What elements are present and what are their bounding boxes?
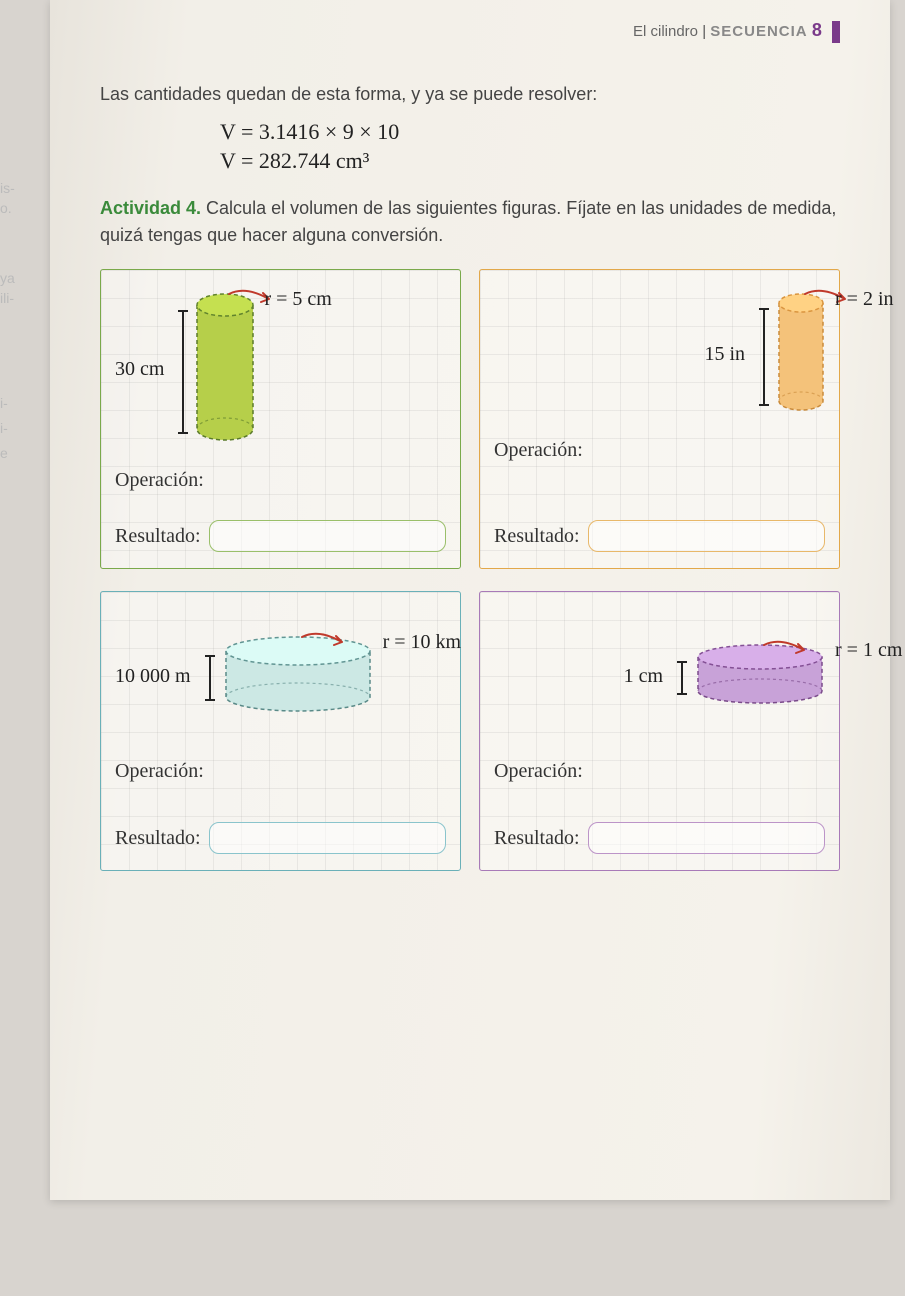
height-bracket-icon [209,655,211,701]
operacion-row: Operación: [115,469,446,492]
radius-label: r = 1 cm [835,639,902,662]
height-dimension: 30 cm [115,358,164,381]
height-dimension: 15 in [704,343,745,366]
page: El cilindro | SECUENCIA 8 Las cantidades… [50,0,890,1200]
edge-text: i- [0,420,8,436]
resultado-label: Resultado: [115,525,201,548]
height-bar-wrap [209,651,211,701]
figure-area: 10 000 m r = 10 km [115,604,446,754]
header-separator: | [702,23,706,40]
figure-area: 30 cm r = 5 cm [115,282,446,463]
resultado-blank[interactable] [209,520,446,552]
activity-text: Calcula el volumen de las siguientes fig… [100,198,836,245]
height-label: 1 cm [624,665,663,688]
height-label: 10 000 m [115,665,191,688]
radius-arrow [760,635,810,662]
activity-label: Actividad 4. [100,198,201,218]
height-bar-wrap [182,306,184,434]
height-label: 15 in [704,343,745,366]
panel-row-2: 10 000 m r = 10 km Operación: Resultado: 1… [100,591,840,871]
operacion-row: Operación: [494,439,825,462]
exercise-panel-green: 30 cm r = 5 cm Operación: Resultado: [100,269,461,569]
radius-label: r = 2 in [835,288,894,311]
height-bar-wrap [763,304,765,406]
radius-label: r = 10 km [383,631,462,654]
height-bar-wrap [681,657,683,695]
operacion-row: Operación: [115,760,446,783]
resultado-row: Resultado: [494,822,825,854]
panel-row-1: 30 cm r = 5 cm Operación: Resultado: 15 in… [100,269,840,569]
operacion-label: Operación: [115,760,204,782]
cylinder-icon [196,292,254,442]
height-label: 30 cm [115,358,164,381]
height-bracket-icon [182,310,184,434]
radius-arrow [298,627,348,654]
exercise-panel-orange: 15 in r = 2 in Operación: Resultado: [479,269,840,569]
resultado-label: Resultado: [494,827,580,850]
edge-text: ya [0,270,15,286]
resultado-blank[interactable] [588,520,825,552]
radius-arrow-icon [298,627,348,649]
figure-area: 15 in r = 2 in [494,282,825,433]
resultado-row: Resultado: [494,520,825,552]
intro-text: Las cantidades quedan de esta forma, y y… [100,81,840,108]
header-seq-num: 8 [812,20,822,40]
operacion-label: Operación: [115,469,204,491]
figure-area: 1 cm r = 1 cm [494,604,825,754]
resultado-blank[interactable] [209,822,446,854]
header-topic: El cilindro [633,23,698,40]
radius-label: r = 5 cm [264,288,331,311]
cylinder-wrap: r = 1 cm [695,643,825,710]
cylinder-wrap: r = 10 km [223,635,373,718]
resultado-label: Resultado: [494,525,580,548]
edge-text: o. [0,200,12,216]
height-dimension: 1 cm [624,665,663,688]
cylinder-wrap: r = 5 cm [196,292,254,447]
resultado-blank[interactable] [588,822,825,854]
edge-text: ili- [0,290,14,306]
operacion-label: Operación: [494,760,583,782]
exercise-panel-teal: 10 000 m r = 10 km Operación: Resultado: [100,591,461,871]
operacion-label: Operación: [494,439,583,461]
header-accent-bar [832,21,840,43]
cylinder-wrap: r = 2 in [777,292,825,417]
resultado-row: Resultado: [115,520,446,552]
page-header: El cilindro | SECUENCIA 8 [100,20,840,51]
resultado-row: Resultado: [115,822,446,854]
header-seq-label: SECUENCIA [710,23,807,40]
formula-line-2: V = 282.744 cm³ [220,147,840,176]
operacion-row: Operación: [494,760,825,783]
height-bracket-icon [763,308,765,406]
height-bracket-icon [681,661,683,695]
exercise-panel-purple: 1 cm r = 1 cm Operación: Resultado: [479,591,840,871]
activity-paragraph: Actividad 4. Calcula el volumen de las s… [100,195,840,249]
formula-line-1: V = 3.1416 × 9 × 10 [220,118,840,147]
resultado-label: Resultado: [115,827,201,850]
edge-text: e [0,445,8,461]
formula-block: V = 3.1416 × 9 × 10 V = 282.744 cm³ [220,118,840,175]
radius-arrow-icon [760,635,810,657]
height-dimension: 10 000 m [115,665,191,688]
edge-text: is- [0,180,15,196]
edge-text: i- [0,395,8,411]
